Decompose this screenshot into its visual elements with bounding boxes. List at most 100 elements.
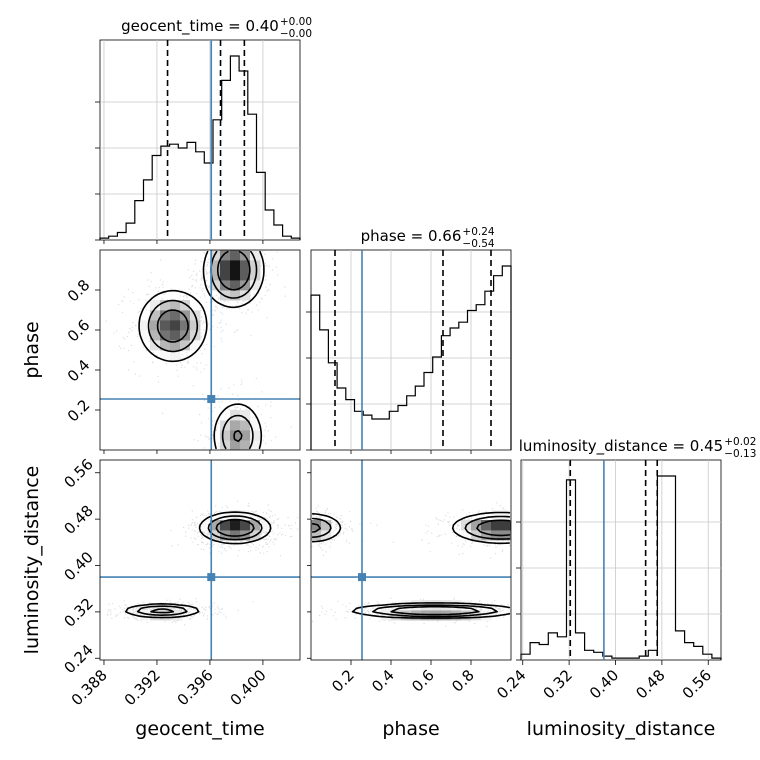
density-cell [140,320,151,331]
scatter-panel-luminosity_distance-vs-phase [310,459,512,661]
density-cell [170,320,181,331]
panel-title: phase = 0.66 [361,227,462,245]
hist-panel-luminosity_distance: luminosity_distance = 0.45 +0.02−0.13 [519,436,756,661]
density-cell [230,250,241,261]
density-cell [170,350,181,361]
density-cell [170,330,181,341]
density-cell [170,310,181,321]
density-cell [170,340,181,351]
density-cell [240,280,251,291]
density-cell [180,310,191,321]
histogram-step [99,55,301,240]
contour-line [311,519,511,616]
panel-frame [99,39,301,241]
density-cell [150,310,161,321]
density-cell [321,530,332,541]
contour-line [138,250,265,450]
density-cell [170,610,181,621]
density-cell [491,520,502,531]
x-axis-label-geocent_time: geocent_time [135,718,264,740]
density-cell [180,340,191,351]
x-tick-label: 0.48 [632,666,668,702]
title-lower-error: −0.00 [280,28,312,40]
density-cell [230,280,241,291]
x-tick-label: 0.400 [227,666,270,709]
density-cell [250,250,261,261]
hist-panel-geocent_time: geocent_time = 0.40 +0.00−0.00 [99,16,312,241]
x-tick-label: 0.2 [328,666,358,696]
hist-panel-phase: phase = 0.66 +0.24−0.54 [310,226,512,451]
density-cell [230,260,241,271]
density-cell [230,440,241,450]
density-cell [230,520,241,531]
y-tick-label: 0.6 [64,316,94,346]
x-tick-label: 0.8 [448,666,478,696]
histogram-step [520,475,722,660]
contour-line [311,511,511,619]
density-cell [230,290,241,301]
title-lower-error: −0.54 [462,238,494,250]
density-cell [170,290,181,301]
density-cell [160,330,171,341]
panel-frame [310,459,512,661]
contour-line [147,250,258,450]
density-cell [240,270,251,281]
density-cell [230,420,241,431]
density-cell [481,610,492,621]
density-cell [150,300,161,311]
title-lower-error: −0.13 [724,448,756,460]
contour-line [150,518,255,614]
density-cell [311,530,322,541]
y-axis-label-phase: phase [21,321,43,378]
density-cell [160,340,171,351]
panel-content [100,500,299,626]
density-cell [220,510,231,521]
density-cell [240,420,251,431]
density-cell [210,260,221,271]
y-tick-label: 0.8 [64,276,94,306]
panel-bg [311,460,511,660]
density-cell [190,320,201,331]
density-cell [230,430,241,441]
density-cell [220,270,231,281]
density-cell [250,260,261,271]
density-cell [250,430,261,441]
density-cell [321,520,332,531]
panel-bg [100,460,300,660]
y-tick-label: 0.2 [64,396,94,426]
density-cell [180,300,191,311]
density-cell [140,610,151,621]
density-cell [160,310,171,321]
x-tick-label: 0.392 [121,666,164,709]
x-tick-label: 0.40 [586,666,622,702]
density-cell [491,510,502,521]
density-cell [240,430,251,441]
y-tick-label: 0.56 [61,455,97,491]
x-tick-label: 0.24 [493,666,529,702]
density-cell [230,530,241,541]
sample-points [100,500,299,626]
title-upper-error: +0.24 [462,226,494,238]
panel-content [105,250,292,450]
density-cell [160,320,171,331]
x-tick-label: 0.32 [540,666,576,702]
density-cell [140,310,151,321]
density-cell [250,280,261,291]
density-cell [250,420,261,431]
density-cell [150,320,161,331]
density-cell [471,520,482,531]
scatter-panel-phase-vs-geocent_time [99,249,301,451]
density-cell [260,520,271,531]
density-cell [240,260,251,271]
x-tick-label: 0.4 [368,666,398,696]
x-tick-label: 0.396 [174,666,217,709]
truth-marker [207,573,216,582]
y-axis-label-luminosity_distance: luminosity_distance [21,466,43,655]
density-cell [501,520,511,531]
density-cell [461,530,472,541]
density-cell [230,510,241,521]
y-tick-label: 0.4 [64,356,94,386]
panel-frame [99,249,301,451]
density-cell [451,610,462,621]
density-cell [240,410,251,421]
